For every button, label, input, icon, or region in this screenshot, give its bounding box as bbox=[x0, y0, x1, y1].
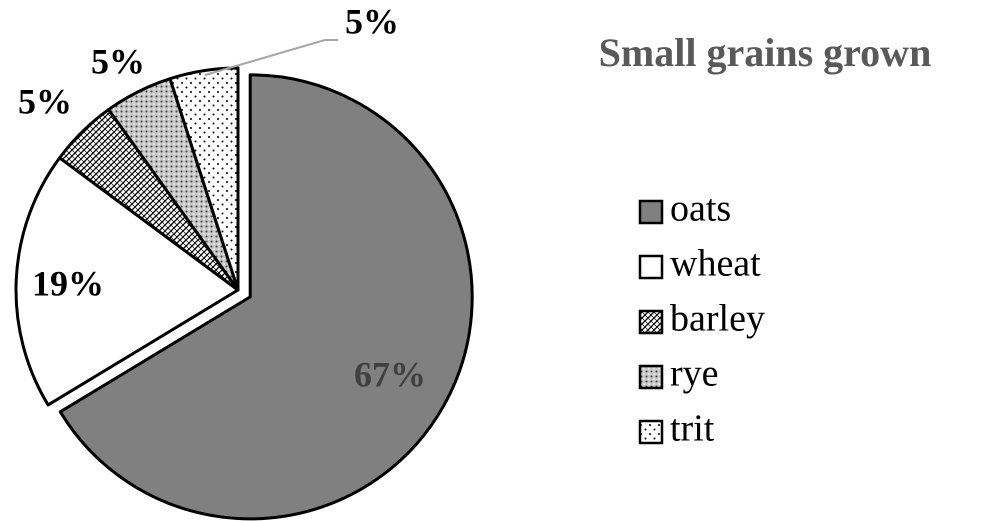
legend-label: wheat bbox=[670, 243, 761, 285]
chart-title: Small grains grown bbox=[599, 30, 932, 75]
pie-slice bbox=[168, 66, 240, 292]
legend-swatch bbox=[638, 364, 664, 390]
legend-swatch bbox=[638, 254, 664, 280]
legend-swatch bbox=[638, 199, 664, 225]
legend-label: trit bbox=[670, 408, 715, 450]
data-label: 67% bbox=[354, 354, 426, 394]
data-label: 5% bbox=[345, 1, 399, 41]
legend-label: rye bbox=[670, 353, 719, 395]
data-label: 5% bbox=[91, 41, 145, 81]
pie-slice bbox=[58, 73, 474, 521]
leader-line bbox=[204, 39, 338, 76]
legend-label: oats bbox=[670, 188, 731, 230]
legend-swatch bbox=[638, 309, 664, 335]
legend-swatch bbox=[638, 419, 664, 445]
pie-slice bbox=[14, 156, 240, 407]
legend-label: barley bbox=[670, 298, 765, 340]
data-label: 5% bbox=[18, 81, 72, 121]
data-label: 19% bbox=[32, 263, 104, 303]
